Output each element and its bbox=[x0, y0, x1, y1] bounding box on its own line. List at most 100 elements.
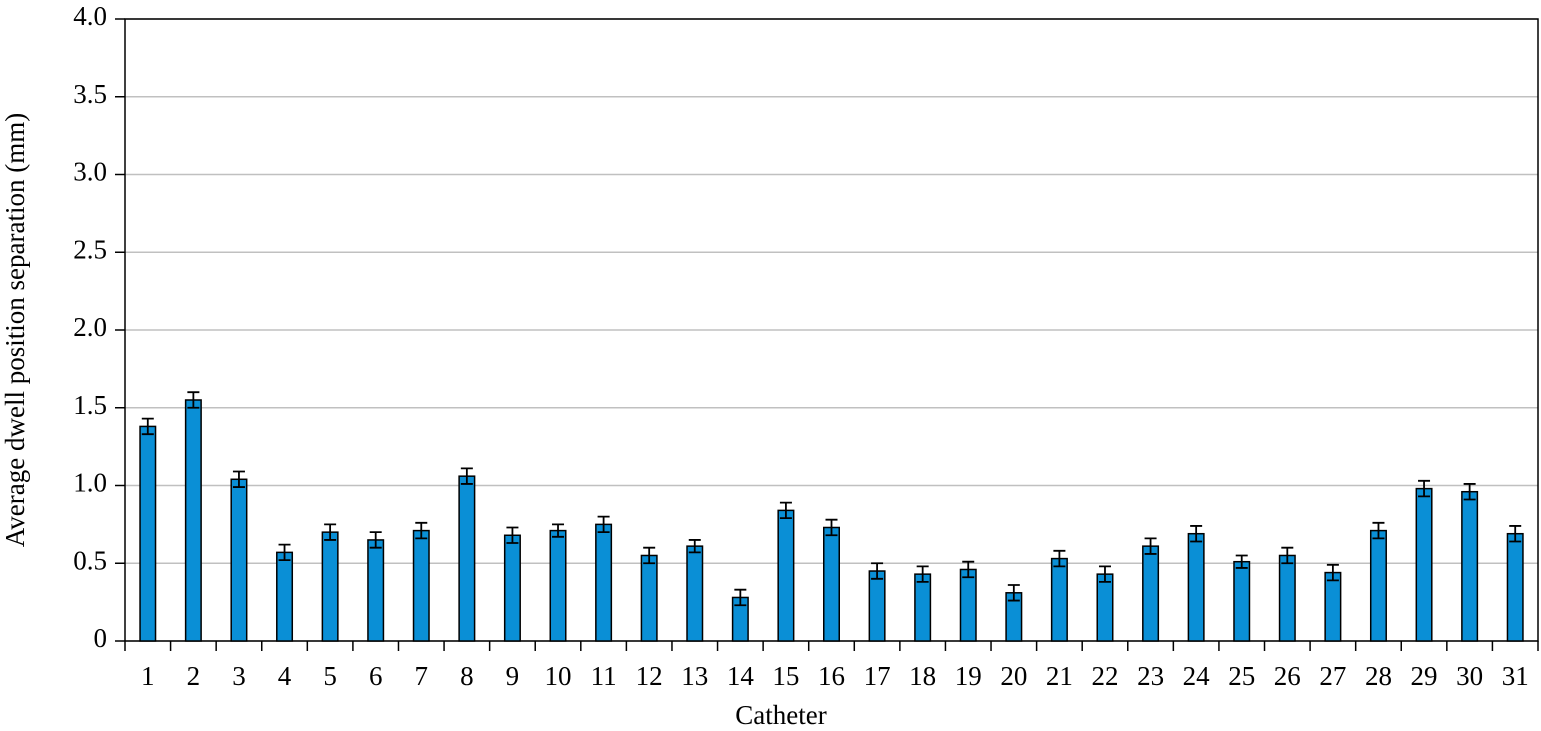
x-tick-label: 14 bbox=[727, 661, 755, 691]
bar bbox=[1233, 560, 1251, 642]
x-tick-label: 27 bbox=[1319, 661, 1346, 691]
y-tick-label: 1.0 bbox=[73, 468, 107, 498]
bar bbox=[321, 531, 339, 642]
y-tick-label: 3.0 bbox=[73, 157, 107, 187]
error-bar bbox=[278, 543, 291, 562]
bar bbox=[230, 478, 248, 642]
error-bar bbox=[871, 562, 884, 580]
x-tick-label: 1 bbox=[141, 661, 155, 691]
bar bbox=[184, 399, 202, 642]
x-tick-label: 15 bbox=[772, 661, 799, 691]
x-tick-label: 29 bbox=[1411, 661, 1438, 691]
bar bbox=[777, 509, 795, 642]
error-bar bbox=[1326, 563, 1339, 582]
x-tick-label: 18 bbox=[909, 661, 936, 691]
bar bbox=[823, 526, 840, 642]
y-tick-label: 1.5 bbox=[73, 390, 107, 420]
x-tick-label: 11 bbox=[591, 661, 617, 691]
error-bar bbox=[1372, 521, 1385, 540]
error-bar bbox=[1235, 554, 1248, 569]
x-tick-label: 13 bbox=[681, 661, 708, 691]
error-bar bbox=[962, 560, 975, 579]
error-bar bbox=[1190, 525, 1203, 543]
x-tick-label: 6 bbox=[369, 661, 383, 691]
x-tick-label: 5 bbox=[323, 661, 337, 691]
x-tick-label: 16 bbox=[818, 661, 845, 691]
x-tick-label: 30 bbox=[1456, 661, 1483, 691]
error-bar bbox=[369, 531, 382, 549]
x-tick-label: 10 bbox=[545, 661, 572, 691]
error-bar bbox=[1053, 549, 1066, 568]
bar bbox=[367, 539, 385, 642]
y-tick-label: 3.5 bbox=[73, 79, 107, 109]
x-axis-label: Catheter bbox=[735, 700, 826, 730]
bar bbox=[1278, 554, 1296, 642]
y-tick-label: 2.0 bbox=[73, 312, 107, 342]
x-tick-label: 23 bbox=[1137, 661, 1164, 691]
error-bar bbox=[1098, 565, 1111, 583]
y-tick-label: 0 bbox=[94, 623, 108, 653]
y-axis-label: Average dwell position separation (mm) bbox=[0, 113, 30, 547]
error-bar bbox=[324, 523, 337, 541]
bar bbox=[276, 551, 294, 642]
error-bar bbox=[1418, 479, 1431, 498]
x-tick-label: 7 bbox=[415, 661, 429, 691]
bar bbox=[1461, 490, 1479, 642]
bar bbox=[640, 554, 658, 642]
bar bbox=[959, 568, 977, 642]
x-tick-label: 28 bbox=[1365, 661, 1392, 691]
bar bbox=[1415, 487, 1433, 642]
bar bbox=[914, 573, 932, 642]
error-bar bbox=[415, 521, 428, 540]
error-bar bbox=[825, 518, 838, 537]
y-tick-label: 2.5 bbox=[73, 234, 107, 264]
error-bar bbox=[1007, 584, 1020, 602]
error-bar bbox=[643, 546, 656, 565]
error-bar bbox=[1509, 525, 1522, 543]
error-bar bbox=[779, 501, 792, 520]
error-bar bbox=[141, 417, 154, 436]
error-bar bbox=[460, 467, 473, 485]
y-tick-label: 4.0 bbox=[73, 1, 107, 31]
x-tick-label: 31 bbox=[1502, 661, 1529, 691]
x-tick-label: 17 bbox=[864, 661, 891, 691]
error-bar bbox=[916, 565, 929, 583]
x-tick-label: 4 bbox=[278, 661, 292, 691]
x-tick-label: 24 bbox=[1183, 661, 1211, 691]
x-tick-label: 8 bbox=[460, 661, 474, 691]
bar bbox=[139, 425, 157, 642]
bar bbox=[503, 534, 521, 642]
bar bbox=[686, 545, 704, 642]
error-bar bbox=[597, 515, 610, 534]
error-bar bbox=[187, 391, 200, 409]
x-tick-label: 2 bbox=[187, 661, 201, 691]
x-tick-label: 9 bbox=[506, 661, 520, 691]
bar bbox=[868, 570, 886, 642]
error-bar bbox=[1144, 537, 1157, 555]
x-tick-label: 12 bbox=[636, 661, 663, 691]
y-tick-label: 0.5 bbox=[73, 545, 107, 575]
bar bbox=[412, 529, 430, 642]
bar bbox=[595, 523, 613, 642]
bar bbox=[1506, 532, 1524, 642]
x-tick-label: 21 bbox=[1046, 661, 1073, 691]
error-bar bbox=[232, 470, 245, 488]
x-tick-label: 26 bbox=[1274, 661, 1301, 691]
error-bar bbox=[506, 526, 519, 544]
bar bbox=[1369, 529, 1387, 642]
x-tick-label: 3 bbox=[232, 661, 246, 691]
bar bbox=[1187, 532, 1205, 642]
x-tick-label: 22 bbox=[1091, 661, 1118, 691]
error-bar bbox=[552, 523, 565, 538]
bar bbox=[1050, 557, 1068, 642]
bar bbox=[458, 475, 476, 642]
error-bar bbox=[734, 588, 747, 607]
x-tick-label: 25 bbox=[1228, 661, 1255, 691]
error-bar bbox=[688, 539, 701, 554]
error-bar bbox=[1463, 483, 1476, 501]
x-tick-label: 20 bbox=[1000, 661, 1027, 691]
bar bbox=[1142, 545, 1160, 642]
bar bbox=[549, 529, 567, 642]
